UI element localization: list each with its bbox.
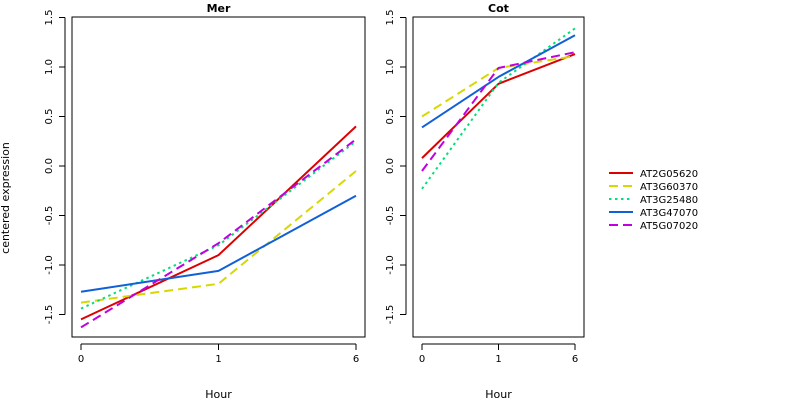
series-line-0-at3g47070	[80, 194, 357, 293]
series-line-1-at3g60370	[421, 55, 576, 118]
legend-label-at5g07020: AT5G07020	[640, 221, 698, 232]
y-tick-label-1-0: -1.5	[385, 305, 396, 325]
legend-label-at3g25480: AT3G25480	[640, 195, 698, 206]
series-line-0-at5g07020	[80, 138, 357, 329]
y-axis-label: centered expression	[0, 142, 12, 254]
series-line-0-at3g25480	[80, 140, 357, 310]
x-tick-label-1-1: 1	[495, 354, 501, 365]
y-tick-label-1-1: -1.0	[385, 255, 396, 275]
y-tick-label-0-5: 1.0	[44, 59, 55, 75]
legend-label-at3g60370: AT3G60370	[640, 182, 698, 193]
y-tick-label-0-4: 0.5	[44, 109, 55, 125]
series-line-1-at5g07020	[421, 51, 576, 172]
y-tick-label-0-0: -1.5	[44, 305, 55, 325]
panel-frame-0	[71, 16, 366, 338]
x-tick-label-0-2: 6	[353, 354, 359, 365]
y-tick-label-0-6: 1.5	[44, 10, 55, 26]
legend-label-at2g05620: AT2G05620	[640, 169, 698, 180]
y-tick-label-0-2: -0.5	[44, 206, 55, 226]
y-tick-label-1-4: 0.5	[385, 109, 396, 125]
x-axis-label-0: Hour	[205, 388, 232, 400]
x-tick-label-1-2: 6	[572, 354, 578, 365]
series-line-0-at3g60370	[80, 170, 357, 304]
series-line-1-at2g05620	[421, 53, 576, 159]
legend-label-at3g47070: AT3G47070	[640, 208, 698, 219]
panel-title-1: Cot	[488, 2, 509, 15]
y-tick-label-0-1: -1.0	[44, 255, 55, 275]
series-line-1-at3g47070	[421, 34, 576, 129]
panel-frame-1	[412, 16, 585, 338]
y-tick-label-1-6: 1.5	[385, 10, 396, 26]
series-line-0-at2g05620	[80, 125, 357, 321]
series-line-1-at3g25480	[421, 27, 576, 190]
x-axis-label-1: Hour	[485, 388, 512, 400]
y-tick-label-1-5: 1.0	[385, 59, 396, 75]
y-tick-label-1-3: 0.0	[385, 158, 396, 174]
x-tick-label-0-0: 0	[78, 354, 84, 365]
x-tick-label-0-1: 1	[215, 354, 221, 365]
x-tick-label-1-0: 0	[419, 354, 425, 365]
panel-title-0: Mer	[207, 2, 231, 15]
y-tick-label-0-3: 0.0	[44, 158, 55, 174]
y-tick-label-1-2: -0.5	[385, 206, 396, 226]
